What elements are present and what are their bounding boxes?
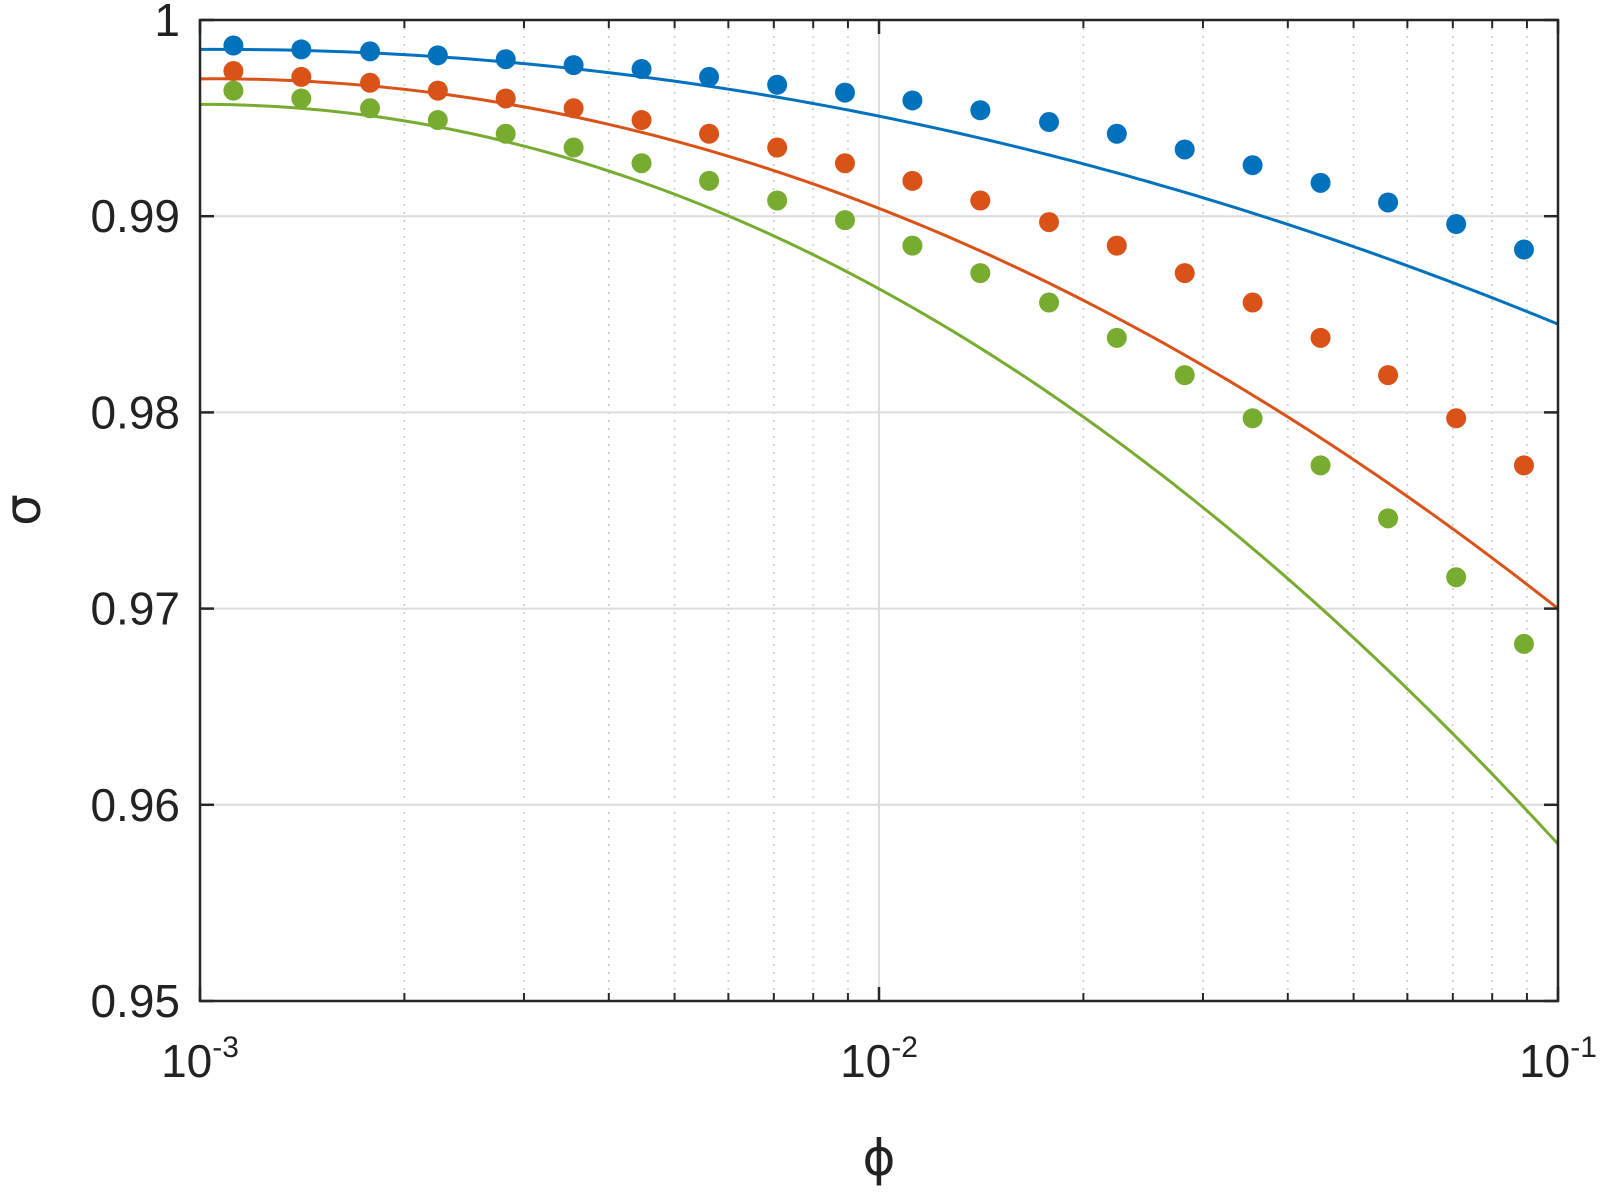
series-2-point [970,190,991,211]
series-2-point [1378,365,1399,386]
series-3-point [1039,292,1060,313]
series-1-point [1039,112,1060,133]
minor-grid [403,20,1528,1001]
series-1-line [199,47,1559,326]
series-2-point [1039,212,1060,233]
x-tick-label: 10-1 [1519,1031,1597,1087]
series-2-point [291,66,312,87]
series-3-point [834,210,855,231]
series-1-point [767,74,788,95]
series-3-point [631,153,652,174]
series-3-point [1446,567,1467,588]
y-tick-label: 0.98 [90,386,180,438]
series-3-point [970,263,991,284]
series-1-point [495,49,516,70]
series-points [223,35,1534,654]
series-2-point [1242,292,1263,313]
series-1-point [223,35,244,56]
series-2-point [1513,455,1534,476]
series-1-point [291,39,312,60]
series-3-point [1378,508,1399,529]
series-2-point [495,88,516,109]
series-1-point [1174,139,1195,160]
series-2-point [360,72,381,93]
series-1-point [1310,172,1331,193]
series-3-point [223,80,244,101]
series-2-point [631,110,652,131]
series-2-point [1310,327,1331,348]
series-2-point [1174,263,1195,284]
x-axis-label: ϕ [863,1129,896,1187]
series-2-point [902,170,923,191]
series-2-point [427,80,448,101]
series-1-point [1242,155,1263,176]
series-1-point [699,66,720,87]
series-2-point [767,137,788,158]
series-2-point [834,153,855,174]
series-3-point [767,190,788,211]
series-3-point [1174,365,1195,386]
series-2-line [199,77,1559,610]
series-1-point [563,55,584,76]
series-3-point [1310,455,1331,476]
series-1-point [902,90,923,111]
series-3-point [1106,327,1127,348]
series-3-point [495,123,516,144]
series-3-point [360,98,381,119]
y-tick-labels: 0.95 0.96 0.97 0.98 0.99 1 [90,0,180,1027]
x-tick-label: 10-2 [840,1031,918,1087]
series-lines [199,47,1560,846]
series-1-point [427,45,448,66]
y-tick-label: 1 [154,0,180,46]
series-2-point [223,61,244,82]
series-3-point [902,235,923,256]
y-tick-label: 0.97 [90,583,180,635]
series-2-point [563,98,584,119]
series-3-point [563,137,584,158]
series-1-point [631,59,652,80]
series-1-point [360,41,381,62]
series-3-point [1242,408,1263,429]
y-tick-label: 0.96 [90,779,180,831]
series-1-point [1106,123,1127,144]
series-1-point [970,100,991,121]
x-tick-label: 10-3 [161,1031,239,1087]
series-3-point [1513,633,1534,654]
series-1-point [1378,192,1399,213]
tick-marks [198,18,1560,1003]
series-1-point [1513,239,1534,260]
series-3-point [699,170,720,191]
x-tick-labels: 10-3 10-2 10-1 [161,1031,1597,1087]
y-tick-label: 0.99 [90,190,180,242]
series-3-line [199,102,1560,846]
series-3-point [427,110,448,131]
series-2-point [1106,235,1127,256]
series-1-point [1446,214,1467,235]
series-2-point [699,123,720,144]
y-axis-label: σ [0,494,52,526]
series-3-point [291,88,312,109]
series-1-point [834,82,855,103]
series-2-point [1446,408,1467,429]
y-tick-label: 0.95 [90,975,180,1027]
